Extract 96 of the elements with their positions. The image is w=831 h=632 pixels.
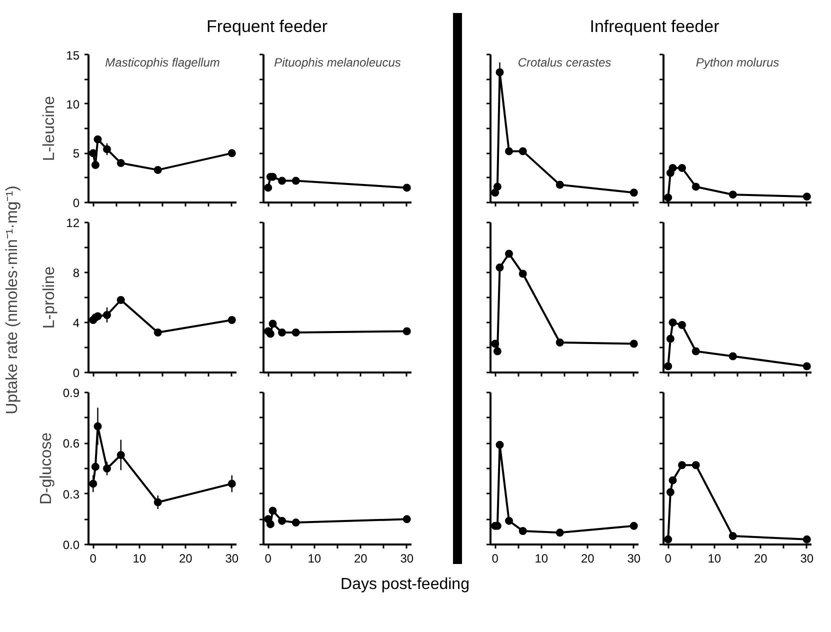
point — [556, 528, 564, 537]
point — [630, 522, 638, 530]
point — [556, 338, 564, 346]
x-tick-label: 0 — [492, 552, 499, 566]
x-tick-label: 0 — [664, 552, 672, 566]
y-tick-label: 0.0 — [62, 538, 80, 552]
chart-title: Pituophis melanoleucus — [274, 56, 401, 70]
y-tick-label: 0.3 — [62, 487, 80, 502]
y-tick-label: 0.6 — [62, 436, 80, 451]
x-tick-label: 30 — [400, 552, 414, 566]
point — [728, 190, 737, 199]
y-axis-title: D-glucose — [38, 432, 55, 505]
x-tick-label: 20 — [354, 552, 368, 566]
point — [228, 149, 236, 158]
point — [664, 362, 672, 370]
point — [692, 347, 700, 356]
point — [728, 532, 737, 540]
x-tick-label: 0 — [264, 552, 272, 566]
point — [664, 194, 672, 202]
point — [668, 318, 677, 326]
point — [278, 328, 286, 336]
y-tick-label: 10 — [66, 97, 80, 112]
point — [116, 296, 125, 304]
text: Uptake rate (nmoles·min⁻¹·mg⁻¹) — [4, 186, 22, 414]
y-tick-label: 12 — [66, 216, 80, 230]
point — [630, 340, 638, 348]
y-tick-label: 8 — [72, 266, 80, 280]
point — [518, 147, 527, 156]
chart-title: Crotalus cerastes — [518, 56, 612, 70]
point — [802, 535, 811, 544]
point — [496, 440, 504, 449]
x-tick-label: 30 — [225, 552, 239, 566]
x-tick-label: 20 — [178, 552, 193, 566]
point — [266, 330, 274, 338]
point — [630, 188, 638, 197]
x-tick-label: 10 — [308, 552, 322, 566]
point — [505, 147, 513, 156]
text: Infrequent feeder — [590, 16, 720, 38]
x-tick-label: 20 — [580, 552, 595, 566]
y-tick-label: 5 — [72, 146, 80, 161]
point — [154, 166, 162, 174]
point — [94, 312, 102, 320]
point — [228, 316, 236, 324]
point — [268, 506, 277, 515]
point — [493, 347, 502, 356]
x-tick-label: 30 — [627, 552, 641, 566]
point — [802, 192, 811, 201]
y-tick-label: 0.9 — [62, 386, 80, 400]
point — [402, 515, 411, 524]
y-axis-title: L-leucine — [41, 96, 58, 161]
point — [518, 526, 527, 535]
y-tick-label: 0 — [72, 196, 80, 210]
x-tick-label: 10 — [708, 552, 722, 566]
point — [556, 180, 564, 189]
point — [402, 327, 411, 336]
point — [518, 270, 527, 278]
point — [154, 328, 162, 336]
point — [292, 518, 300, 527]
x-tick-label: 20 — [754, 552, 768, 566]
y-axis-title: L-proline — [41, 266, 58, 329]
point — [266, 520, 274, 528]
x-tick-label: 30 — [800, 552, 814, 566]
point — [678, 321, 686, 329]
x-tick-label: 10 — [534, 552, 548, 566]
x-tick-label: 0 — [90, 552, 97, 566]
point — [496, 264, 504, 272]
point — [91, 462, 100, 471]
point — [505, 250, 513, 258]
point — [664, 535, 672, 544]
point — [268, 320, 277, 328]
point — [666, 334, 674, 343]
point — [678, 164, 686, 172]
point — [668, 164, 677, 172]
point — [692, 182, 700, 191]
point — [678, 461, 686, 470]
point — [728, 352, 737, 360]
chart-title: Masticophis flagellum — [105, 56, 220, 70]
y-tick-label: 0 — [72, 366, 80, 380]
point — [802, 362, 811, 370]
point — [666, 488, 674, 496]
text: Days post-feeding — [340, 575, 470, 595]
point — [292, 328, 300, 336]
point — [116, 159, 125, 168]
point — [668, 476, 677, 484]
y-tick-label: 15 — [66, 48, 80, 62]
point — [278, 516, 286, 525]
point — [493, 182, 502, 191]
point — [91, 161, 100, 169]
text: Frequent feeder — [206, 16, 328, 38]
point — [692, 461, 700, 470]
point — [505, 516, 513, 525]
y-tick-label: 4 — [72, 316, 80, 330]
chart-title: Python molurus — [696, 56, 780, 70]
point — [94, 135, 102, 144]
x-tick-label: 10 — [132, 552, 146, 566]
point — [491, 340, 500, 348]
